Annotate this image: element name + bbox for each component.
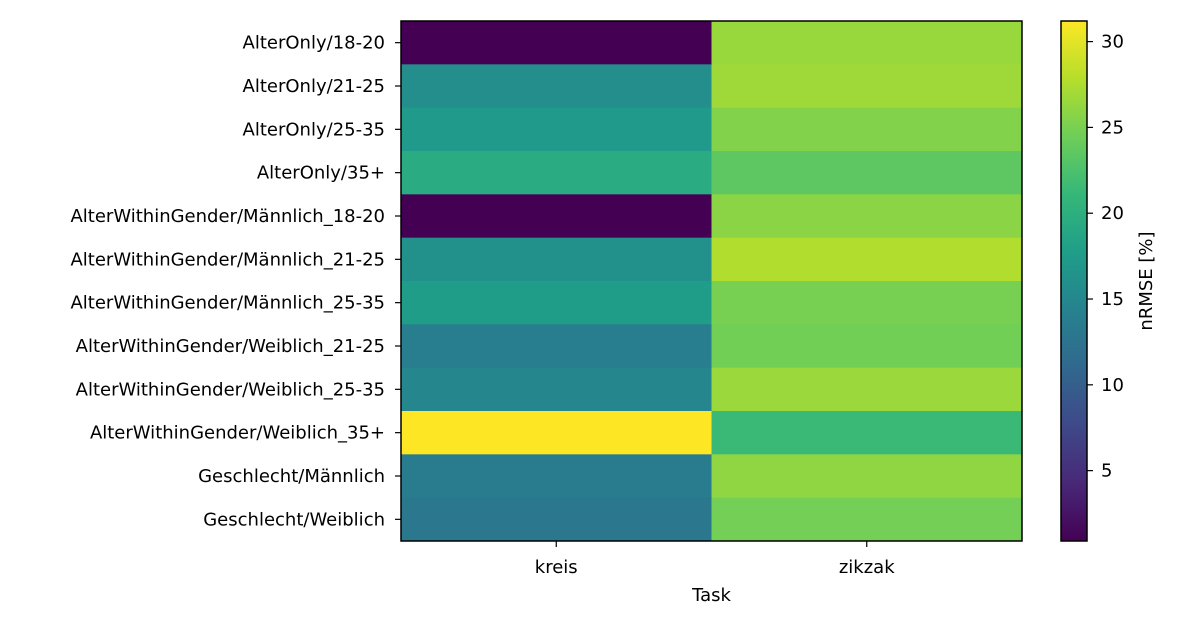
- colorbar-tick-label: 10: [1101, 375, 1124, 396]
- heatmap-cell: [401, 107, 712, 152]
- x-axis-ticks: kreis zikzak: [535, 541, 895, 578]
- heatmap-cell: [711, 367, 1023, 412]
- y-tick-label: AlterWithinGender/Weiblich_21-25: [76, 336, 385, 357]
- heatmap-cell: [401, 367, 712, 412]
- heatmap-cell: [711, 237, 1023, 282]
- heatmap-cell: [401, 454, 712, 499]
- heatmap-cell: [711, 151, 1023, 195]
- colorbar-tick-label: 15: [1101, 289, 1124, 310]
- heatmap-cell: [401, 324, 712, 369]
- heatmap-cell: [711, 411, 1023, 455]
- heatmap-cells: [401, 21, 1023, 542]
- plot-frame: [400, 20, 1023, 542]
- heatmap-cell: [401, 411, 712, 455]
- colorbar-gradient: [1060, 20, 1088, 542]
- heatmap-cell: [401, 64, 712, 109]
- heatmap-cell: [401, 21, 712, 65]
- heatmap-cell: [401, 194, 712, 239]
- y-tick-label: AlterWithinGender/Männlich_18-20: [70, 206, 385, 227]
- colorbar-tick-label: 25: [1101, 117, 1124, 138]
- y-tick-label: Geschlecht/Weiblich: [203, 509, 385, 530]
- x-tick-label: zikzak: [839, 557, 895, 578]
- heatmap-cell: [711, 194, 1023, 239]
- y-tick-label: AlterOnly/35+: [257, 163, 385, 184]
- heatmap-cell: [711, 454, 1023, 499]
- heatmap-cell: [401, 151, 712, 195]
- colorbar-tick-label: 30: [1101, 32, 1124, 53]
- y-tick-label: AlterOnly/18-20: [243, 33, 385, 54]
- heatmap-cell: [711, 324, 1023, 369]
- y-axis-ticks: AlterOnly/18-20 AlterOnly/21-25 AlterOnly/…: [70, 33, 401, 530]
- y-tick-label: AlterWithinGender/Weiblich_35+: [90, 423, 385, 444]
- heatmap-cell: [711, 107, 1023, 152]
- heatmap-cell: [401, 497, 712, 542]
- y-tick-label: AlterWithinGender/Weiblich_25-35: [76, 379, 385, 400]
- heatmap-cell: [711, 281, 1023, 325]
- colorbar-tick-label: 5: [1101, 461, 1112, 482]
- x-tick-label: kreis: [535, 557, 578, 578]
- y-tick-label: AlterWithinGender/Männlich_21-25: [70, 249, 385, 270]
- x-axis-label: Task: [691, 585, 731, 606]
- colorbar-label: nRMSE [%]: [1136, 231, 1157, 330]
- heatmap-cell: [711, 64, 1023, 109]
- heatmap-cell: [711, 497, 1023, 542]
- colorbar-tick-label: 20: [1101, 203, 1124, 224]
- heatmap-cell: [401, 237, 712, 282]
- y-tick-label: Geschlecht/Männlich: [198, 466, 385, 487]
- colorbar-ticks: 5 10 15 20 25 30: [1087, 32, 1124, 482]
- y-tick-label: AlterOnly/21-25: [243, 76, 385, 97]
- y-tick-label: AlterOnly/25-35: [243, 119, 385, 140]
- heatmap-cell: [401, 281, 712, 325]
- heatmap-cell: [711, 21, 1023, 65]
- colorbar: 5 10 15 20 25 30 nRMSE [%]: [1060, 20, 1157, 542]
- y-tick-label: AlterWithinGender/Männlich_25-35: [70, 293, 385, 314]
